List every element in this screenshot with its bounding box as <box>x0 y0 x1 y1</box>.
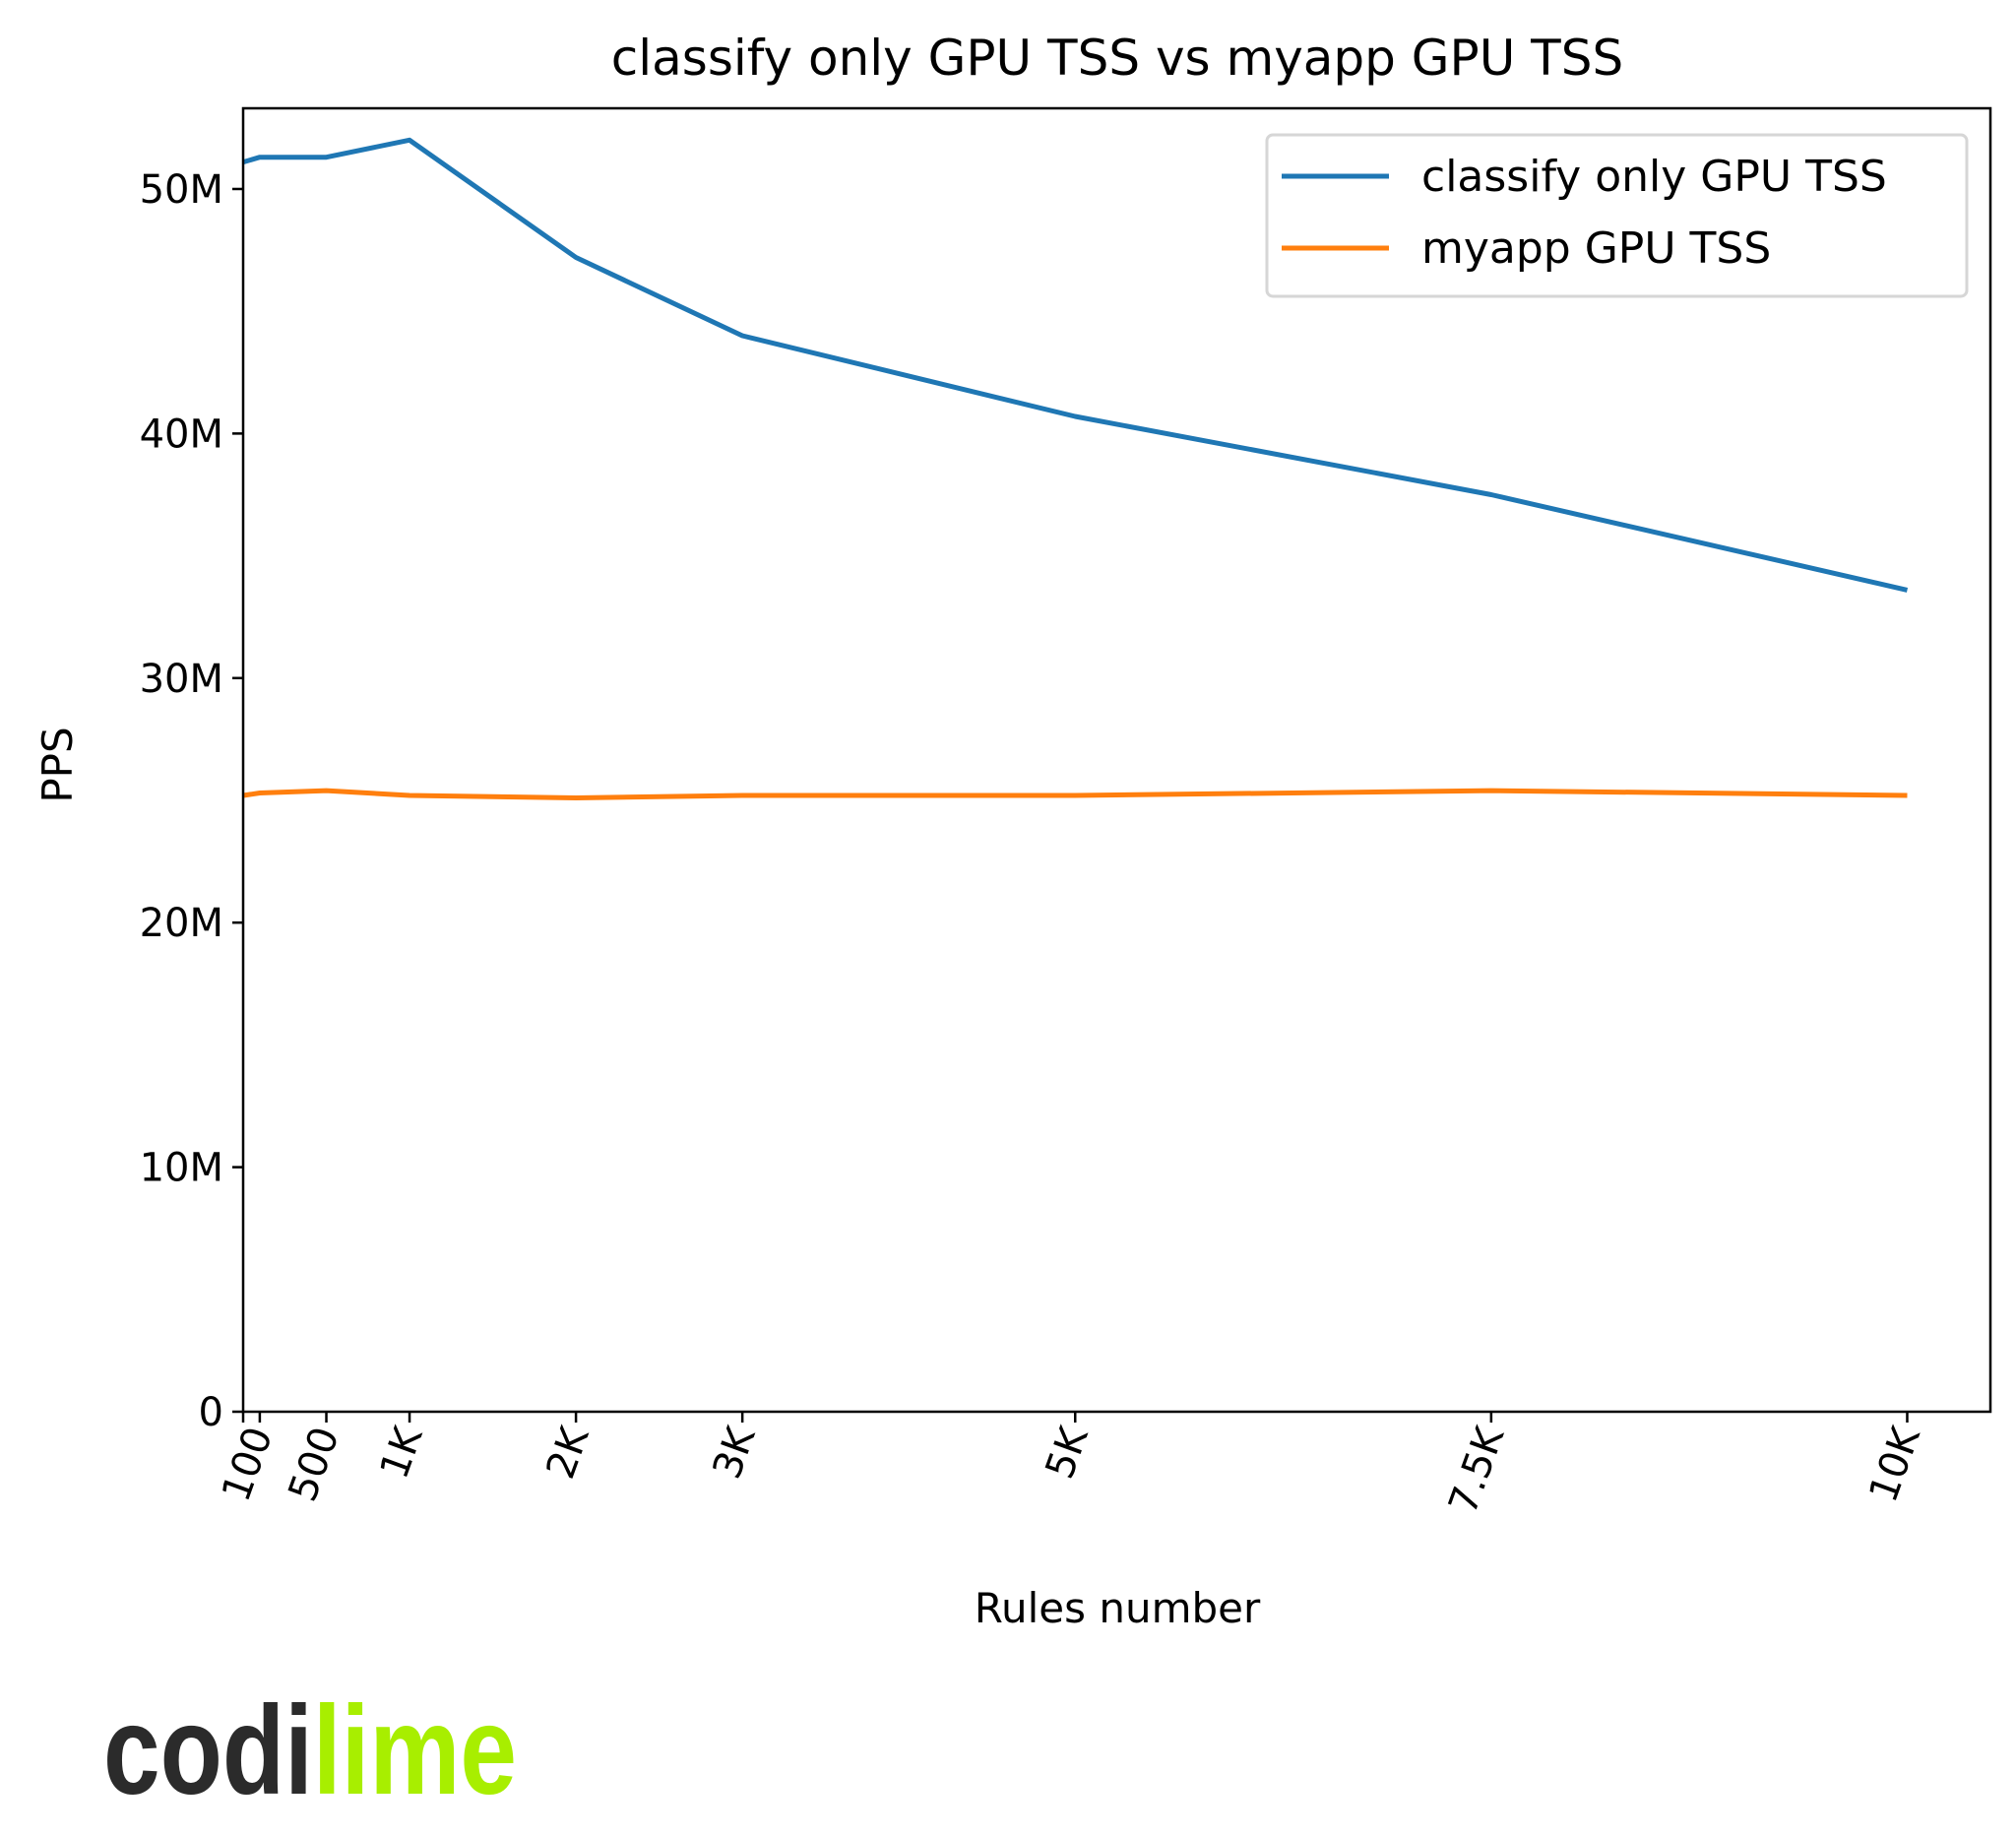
legend: classify only GPU TSS myapp GPU TSS <box>1265 133 1969 298</box>
x-tick-label: 10K <box>1860 1420 1929 1508</box>
x-tick-label: 5K <box>1038 1420 1099 1485</box>
y-axis: 0 10M 20M 30M 40M 50M <box>140 167 243 1435</box>
y-tick-label: 30M <box>140 657 223 702</box>
legend-box <box>1265 133 1969 298</box>
codilime-logo: codilime <box>103 1680 517 1821</box>
axes-frame <box>241 106 1992 1414</box>
svg-text:codilime: codilime <box>103 1680 517 1821</box>
x-tick-label: 3K <box>705 1420 766 1485</box>
x-tick-label: 100 <box>214 1422 282 1507</box>
y-tick-label: 0 <box>199 1390 223 1435</box>
chart-title: classify only GPU TSS vs myapp GPU TSS <box>611 30 1623 87</box>
y-tick-label: 10M <box>140 1146 223 1191</box>
y-tick-label: 50M <box>140 167 223 213</box>
x-tick-label: 2K <box>538 1420 599 1485</box>
x-tick-label: 1K <box>372 1420 433 1485</box>
series-line-1 <box>242 788 1908 800</box>
plot-area <box>242 137 1909 800</box>
y-tick-label: 20M <box>140 901 223 946</box>
y-tick-label: 40M <box>140 412 223 457</box>
legend-label-myapp: myapp GPU TSS <box>1421 223 1771 274</box>
x-axis-label: Rules number <box>975 1584 1261 1632</box>
x-tick-label: 7.5K <box>1440 1420 1514 1520</box>
series-line-0 <box>242 137 1909 593</box>
legend-label-classify: classify only GPU TSS <box>1421 152 1887 202</box>
x-tick-label: 500 <box>281 1422 348 1507</box>
y-axis-label: PPS <box>33 727 82 802</box>
